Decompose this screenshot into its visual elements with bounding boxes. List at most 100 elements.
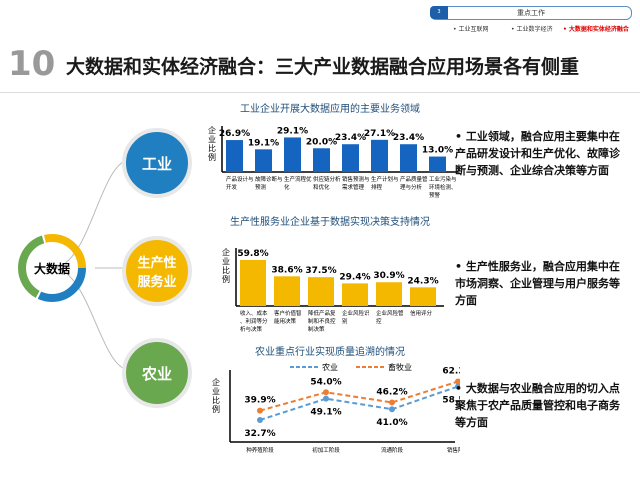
category-label: 开发 (226, 183, 238, 191)
nav-item-bigdata[interactable]: • 大数据和实体经济融合 (563, 26, 629, 33)
bullet-agriculture: • 大数据与农业融合应用的切入点聚焦于农产品质量管控和电子商务等方面 (455, 382, 620, 429)
data-label: 54.0% (310, 377, 341, 387)
data-label: 41.0% (376, 418, 407, 428)
category-label: 控 (376, 317, 382, 325)
data-label: 49.1% (310, 408, 341, 418)
category-label: 别 (342, 317, 348, 325)
chart1-y-axis-label: 企业比例 (208, 126, 216, 162)
category-label: 、利润等分 (240, 317, 268, 325)
data-point (257, 407, 263, 414)
data-label: 37.5% (305, 266, 336, 276)
data-label: 23.4% (335, 133, 366, 143)
series-line (259, 385, 459, 421)
category-label: 种养殖阶段 (246, 446, 274, 454)
bar (376, 282, 402, 306)
data-label: 59.8% (237, 249, 268, 259)
category-label: 化 (284, 183, 290, 191)
category-label: 工业污染与 (429, 175, 457, 183)
sector-industry: 工业 (122, 128, 192, 198)
data-label: 27.1% (364, 129, 395, 139)
category-label: 预测 (255, 183, 267, 191)
nav-item-digital-economy[interactable]: • 工业数字经济 (511, 26, 553, 33)
chart2-y-axis-label: 企业比例 (222, 248, 230, 284)
bullet-industry: • 工业领域，融合应用主要集中在产品研发设计和生产优化、故障诊断与预测、企业综合… (455, 130, 620, 177)
data-point (323, 389, 329, 396)
category-label: 信用评分 (410, 309, 433, 317)
data-label: 13.0% (422, 146, 453, 156)
category-label: 生产计划与 (371, 175, 399, 183)
category-label: 需求管理 (342, 183, 365, 191)
category-label: 收入、成本 (240, 309, 268, 317)
data-label: 46.2% (376, 387, 407, 397)
bar (274, 276, 300, 306)
sector-agriculture: 农业 (122, 338, 192, 408)
category-label: 制和不良控 (308, 317, 336, 325)
data-point (455, 378, 460, 385)
nav-item-industrial-internet[interactable]: • 工业互联网 (453, 26, 489, 33)
category-label: 生产流程优 (284, 175, 312, 183)
bar (284, 137, 301, 172)
section-title: 重点工作 (517, 9, 545, 17)
bar (255, 149, 272, 172)
data-label: 62.3% (442, 367, 460, 377)
category-label: 流通阶段 (381, 446, 404, 454)
category-label: 析与决策 (240, 325, 263, 333)
category-label: 和优化 (313, 183, 330, 191)
divider (0, 92, 640, 93)
data-label: 19.1% (248, 138, 279, 148)
category-label: 环境检测、 (429, 183, 457, 191)
category-label: 能用决策 (274, 317, 297, 325)
data-label: 58.5% (442, 395, 460, 405)
category-label: 产品质量管 (400, 175, 428, 183)
category-label: 销售预测与 (342, 175, 370, 183)
data-label: 38.6% (271, 265, 302, 275)
category-label: 制决策 (308, 325, 325, 333)
sector-services: 生产性服务业 (122, 236, 192, 306)
data-label: 32.7% (244, 429, 275, 439)
bar (429, 156, 446, 172)
category-label: 排程 (371, 183, 383, 191)
bar (400, 144, 417, 172)
section-number: 3 (430, 6, 448, 19)
category-label: 初加工阶段 (312, 446, 340, 454)
chart3-y-axis-label: 企业比例 (212, 378, 220, 414)
data-point (389, 406, 395, 413)
legend-label: 畜牧业 (388, 362, 412, 372)
chart2-title: 生产性服务业企业基于数据实现决策支持情况 (230, 217, 430, 228)
data-label: 29.4% (339, 272, 370, 282)
bar (226, 140, 243, 172)
bar (313, 148, 330, 172)
category-label: 销售阶段 (447, 446, 460, 454)
bar (240, 260, 266, 306)
page-title: 大数据和实体经济融合：三大产业数据融合应用场景各有侧重 (66, 56, 580, 78)
category-label: 产品设计与 (226, 175, 254, 183)
bar (308, 277, 334, 306)
legend-label: 农业 (322, 362, 338, 372)
chart-agriculture: 农业 32.7% 49.1% 41.0% 58.5% 畜牧业 39.9% 54.0% 46.2%… (229, 362, 460, 454)
category-label: 预警 (429, 191, 441, 199)
data-point (455, 383, 460, 390)
category-label: 企业风险识 (342, 309, 370, 317)
data-label: 20.0% (306, 137, 337, 147)
chart3-title: 农业重点行业实现质量追溯的情况 (255, 347, 405, 358)
data-point (389, 399, 395, 406)
slide-number: 10 (8, 44, 56, 84)
series-line (259, 380, 459, 412)
bar (342, 283, 368, 306)
category-label: 故障诊断与 (255, 175, 283, 183)
data-label: 39.9% (244, 396, 275, 406)
bar (410, 287, 436, 306)
data-label: 29.1% (277, 126, 308, 136)
data-label: 26.9% (219, 129, 250, 139)
bar (342, 144, 359, 172)
category-label: 企业风险管 (376, 309, 404, 317)
chart1-title: 工业企业开展大数据应用的主要业务领域 (240, 104, 420, 115)
bullet-services: • 生产性服务业，融合应用集中在市场洞察、企业管理与用户服务等方面 (455, 260, 620, 307)
data-label: 23.4% (393, 133, 424, 143)
category-label: 理与分析 (400, 183, 423, 191)
hub-label: 大数据 (33, 262, 70, 276)
data-label: 30.9% (373, 271, 404, 281)
